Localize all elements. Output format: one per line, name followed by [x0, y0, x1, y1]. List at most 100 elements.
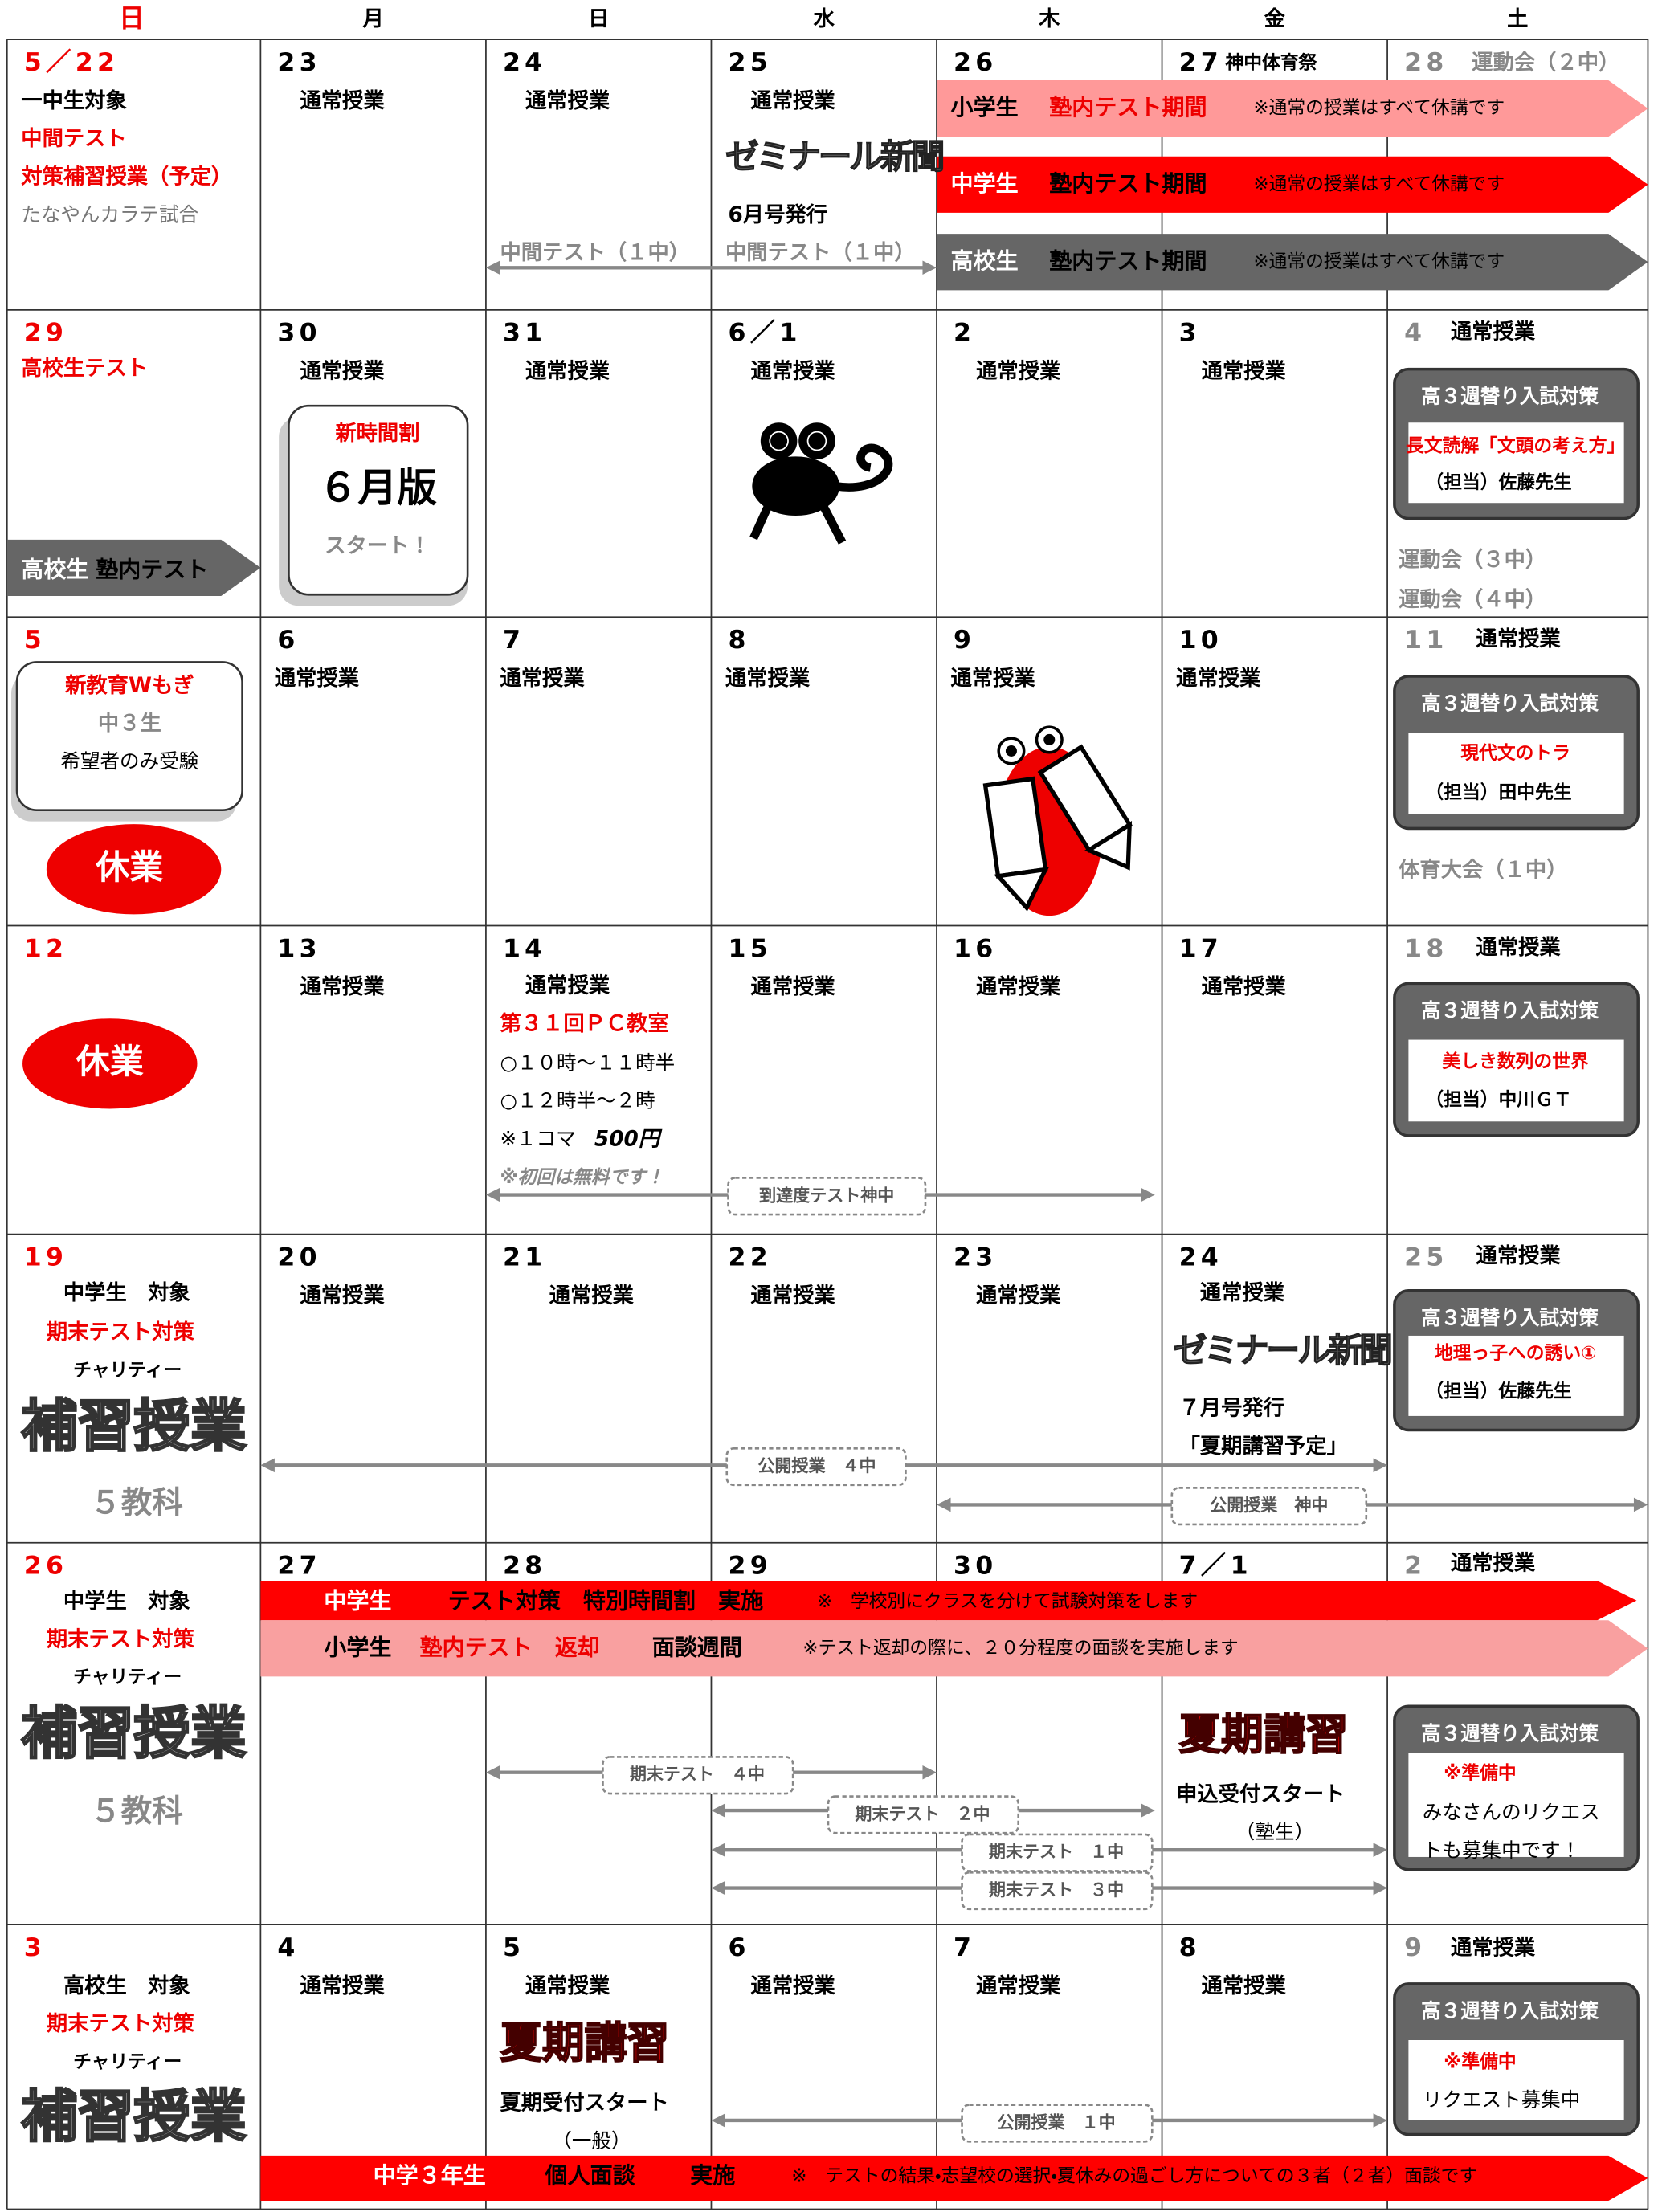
cell-text: 通常授業: [1200, 1281, 1285, 1305]
range-arrowhead: [711, 1803, 725, 1818]
cell-text: 期末テスト対策: [47, 2011, 195, 2036]
date: 25: [1404, 1243, 1448, 1271]
cell-text: トも募集中です！: [1423, 1839, 1580, 1862]
cell-text: チャリティー: [73, 2052, 182, 2073]
cell-text: ※準備中: [1444, 1762, 1516, 1784]
date: 28: [503, 1552, 546, 1581]
cell-text: 中間テスト（１中）: [500, 241, 690, 265]
closed-label: 休業: [95, 847, 163, 887]
cell-text: 通常授業: [525, 360, 610, 384]
weekday: 日: [588, 7, 609, 31]
cell-text: （塾生）: [1235, 1820, 1314, 1843]
cell-text: リクエスト募集中: [1423, 2088, 1580, 2111]
illustrations: [749, 422, 1133, 916]
cell-text: 500円: [594, 1128, 663, 1152]
cell-text: 運動会（２中）: [1472, 51, 1619, 75]
cell-text: 高３週替り入試対策: [1421, 998, 1599, 1022]
range-label: 期末テスト ３中: [989, 1879, 1124, 1900]
banner-arrow: [937, 234, 1648, 291]
cell-text: 小学生: [951, 94, 1019, 120]
date: 19: [24, 1243, 67, 1271]
cell-text: スタート！: [325, 534, 430, 558]
date: 20: [277, 1243, 321, 1271]
date: 31: [503, 319, 546, 348]
cell-text: 通常授業: [1451, 320, 1536, 344]
range-arrowhead: [485, 1187, 500, 1202]
range-tag: [1170, 1487, 1368, 1526]
range-arrowhead: [1373, 2113, 1388, 2128]
cell-text: たなやんカラテ試合: [21, 202, 198, 226]
cell-text: 塾内テスト期間: [1049, 94, 1207, 120]
cell-text: 第３１回ＰＣ教室: [500, 1011, 668, 1036]
range-arrowhead: [922, 1765, 937, 1780]
cell-text: 通常授業: [1451, 1552, 1536, 1576]
date: 24: [503, 48, 546, 77]
exam-box: [15, 661, 243, 811]
cell-text: ６月版: [318, 464, 437, 511]
title-art: 補習授業: [21, 1700, 247, 1766]
weekday: 水: [813, 7, 835, 31]
cell-text: 中間テスト: [21, 127, 126, 151]
range-label: 期末テスト ４中: [630, 1764, 765, 1784]
cell-text: 通常授業: [976, 1974, 1061, 1998]
cell-text: （一般）: [552, 2128, 631, 2152]
cell-text: ７月号発行: [1179, 1396, 1284, 1421]
range-arrowhead: [711, 1880, 725, 1896]
date: 7: [954, 1933, 975, 1962]
cell-text: 一中生対象: [21, 88, 127, 113]
date: 15: [729, 934, 772, 963]
banner-arrow: [6, 539, 261, 597]
cell-text: 小学生: [324, 1634, 391, 1660]
range-label: 公開授業 ４中: [757, 1455, 876, 1475]
cell-text: 通常授業: [1451, 1936, 1536, 1960]
date: 3: [1179, 319, 1201, 348]
cell-text: 塾内テスト: [96, 556, 208, 582]
cell-text: 中学生 対象: [63, 1280, 190, 1305]
cell-text: 通常授業: [1202, 1974, 1287, 1998]
range-arrowhead: [485, 1765, 500, 1780]
cell-text: ※ テストの結果・志望校の選択・夏休みの過ごし方についての３者（２者）面談です: [791, 2166, 1477, 2187]
cell-text: 新教育Wもぎ: [64, 674, 194, 698]
cell-text: （担当）佐藤先生: [1425, 1381, 1571, 1402]
course-inner: [1408, 1335, 1624, 1416]
cell-text: 美しき数列の世界: [1443, 1051, 1589, 1072]
cell-text: チャリティー: [73, 1667, 182, 1688]
pencil-icon: [982, 725, 1133, 916]
date: 8: [1179, 1933, 1201, 1962]
cell-text: ※初回は無料です！: [500, 1167, 664, 1188]
date: 26: [24, 1552, 67, 1581]
date: 6／1: [729, 319, 802, 348]
date: 21: [503, 1243, 546, 1271]
range-label: 期末テスト １中: [989, 1842, 1124, 1862]
date: 18: [1404, 934, 1448, 963]
cell-text: 高３週替り入試対策: [1421, 1306, 1599, 1329]
date: 30: [277, 319, 321, 348]
date: 29: [729, 1552, 772, 1581]
cell-text: 高校生: [951, 247, 1019, 274]
cell-text: ５教科: [90, 1794, 183, 1830]
cell-text: 中学生: [324, 1587, 391, 1614]
cell-text: 中学生 対象: [63, 1589, 190, 1614]
range-label: 公開授業 神中: [1210, 1495, 1328, 1515]
cell-text: 高３週替り入試対策: [1421, 1999, 1599, 2022]
date: 2: [1404, 1552, 1426, 1581]
cell-text: 対策補習授業（予定）: [21, 165, 232, 190]
newsletter-logo: ゼミナール新聞: [725, 137, 943, 177]
range-arrowhead: [1373, 1880, 1388, 1896]
cell-text: 通常授業: [1476, 936, 1562, 960]
cell-text: 通常授業: [300, 1284, 385, 1308]
cell-text: ※準備中: [1444, 2051, 1516, 2073]
cell-text: 通常授業: [1476, 1244, 1562, 1268]
cell-text: 面談週間: [652, 1634, 742, 1660]
weekday: 金: [1264, 7, 1286, 31]
closed-badge: [46, 824, 222, 915]
range-tag: [961, 2104, 1154, 2143]
cell-text: 新時間割: [334, 422, 419, 446]
date: 6: [277, 626, 299, 655]
cell-text: 実施: [690, 2162, 735, 2189]
cell-text: 塾内テスト期間: [1049, 247, 1207, 274]
range-tag: [727, 1177, 927, 1216]
cell-text: 通常授業: [751, 975, 836, 999]
cell-text: 通常授業: [751, 1974, 836, 1998]
